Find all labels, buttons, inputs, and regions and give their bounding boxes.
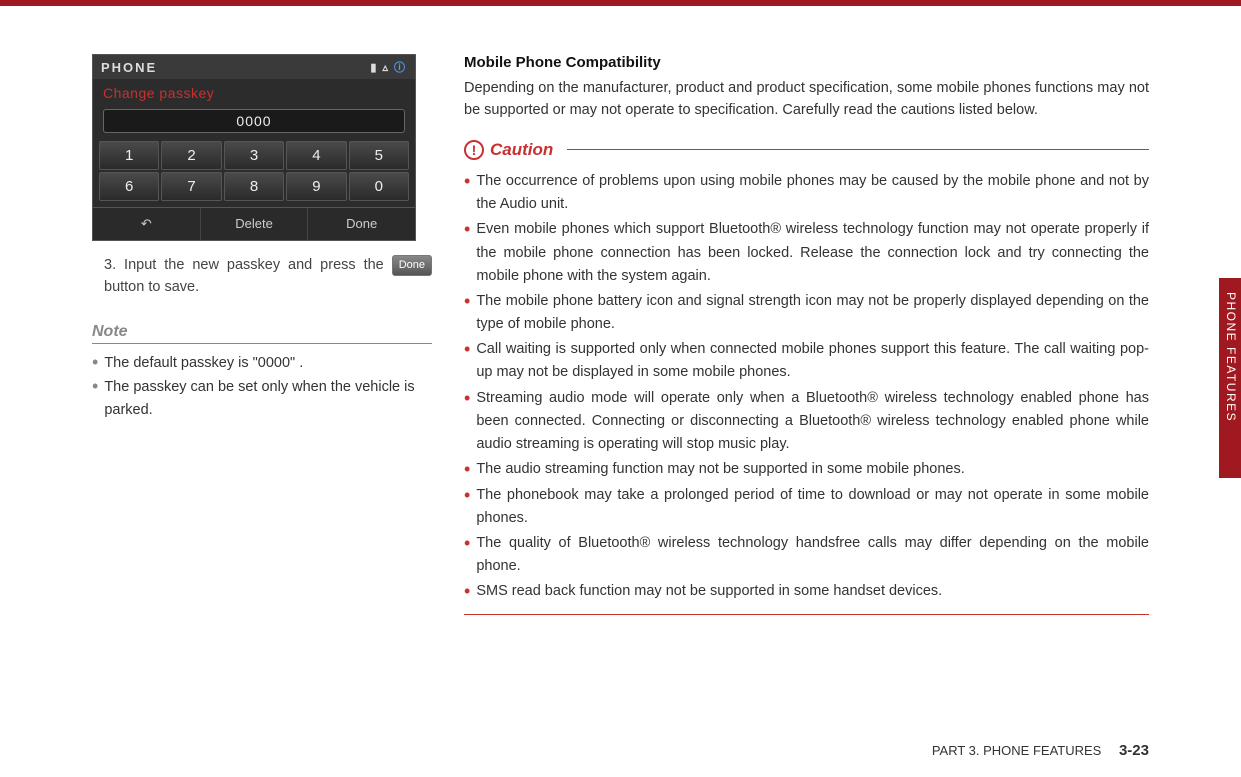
caution-item: • SMS read back function may not be suppo… xyxy=(464,580,1149,603)
signal-icon: ▵ xyxy=(382,61,390,74)
side-tab-label: PHONE FEATURES xyxy=(1224,292,1238,422)
section-title: Mobile Phone Compatibility xyxy=(464,54,1149,71)
step-text-b: button to save. xyxy=(104,279,199,295)
step-text-a: Input the new passkey and press the xyxy=(124,257,392,273)
page-footer: PART 3. PHONE FEATURES 3-23 xyxy=(932,742,1149,759)
caution-list: •The occurrence of problems upon using m… xyxy=(464,170,1149,615)
caution-heading: ! Caution xyxy=(464,140,1149,160)
caution-icon: ! xyxy=(464,140,484,160)
caution-text: The audio streaming function may not be … xyxy=(476,458,964,481)
done-button[interactable]: Done xyxy=(308,208,415,240)
note-list: • The default passkey is "0000" . • The … xyxy=(92,352,432,421)
caution-item: •The quality of Bluetooth® wireless tech… xyxy=(464,532,1149,578)
phone-subtitle: Change passkey xyxy=(93,79,415,109)
key-3[interactable]: 3 xyxy=(224,141,284,170)
caution-text: The occurrence of problems upon using mo… xyxy=(476,170,1149,216)
key-8[interactable]: 8 xyxy=(224,172,284,201)
note-heading: Note xyxy=(92,323,432,344)
bullet-dot: • xyxy=(92,376,98,421)
bullet-dot: • xyxy=(464,458,470,481)
note-item: • The default passkey is "0000" . xyxy=(92,352,432,374)
footer-part: PART 3. PHONE FEATURES xyxy=(932,743,1102,758)
key-6[interactable]: 6 xyxy=(99,172,159,201)
caution-item: •The phonebook may take a prolonged peri… xyxy=(464,484,1149,530)
passkey-field[interactable]: 0000 xyxy=(103,109,405,133)
key-9[interactable]: 9 xyxy=(286,172,346,201)
caution-text: The phonebook may take a prolonged perio… xyxy=(476,484,1149,530)
key-4[interactable]: 4 xyxy=(286,141,346,170)
page-content: PHONE ▮ ▵ ⓘ Change passkey 0000 1 2 3 4 … xyxy=(0,6,1241,615)
footer-page: 3-23 xyxy=(1119,742,1149,759)
caution-text: SMS read back function may not be suppor… xyxy=(476,580,942,603)
bullet-dot: • xyxy=(464,484,470,530)
bullet-dot: • xyxy=(464,338,470,384)
phone-bottom-bar: ↶ Delete Done xyxy=(93,207,415,240)
caution-item: •The mobile phone battery icon and signa… xyxy=(464,290,1149,336)
caution-item: •Streaming audio mode will operate only … xyxy=(464,387,1149,457)
left-column: PHONE ▮ ▵ ⓘ Change passkey 0000 1 2 3 4 … xyxy=(92,54,432,615)
back-button[interactable]: ↶ xyxy=(93,208,201,240)
battery-icon: ▮ xyxy=(370,61,378,74)
step-instruction: 3. Input the new passkey and press the D… xyxy=(92,255,432,299)
caution-text: Even mobile phones which support Bluetoo… xyxy=(476,218,1149,288)
caution-text: The quality of Bluetooth® wireless techn… xyxy=(476,532,1149,578)
step-number: 3. xyxy=(104,257,116,273)
right-column: Mobile Phone Compatibility Depending on … xyxy=(464,54,1149,615)
note-text: The default passkey is "0000" . xyxy=(104,352,303,374)
bullet-dot: • xyxy=(464,290,470,336)
key-5[interactable]: 5 xyxy=(349,141,409,170)
bullet-dot: • xyxy=(464,532,470,578)
phone-status-icons: ▮ ▵ ⓘ xyxy=(370,59,407,75)
caution-item: • The audio streaming function may not be… xyxy=(464,458,1149,481)
bullet-dot: • xyxy=(464,387,470,457)
keypad: 1 2 3 4 5 6 7 8 9 0 xyxy=(93,141,415,207)
key-2[interactable]: 2 xyxy=(161,141,221,170)
caution-item: •The occurrence of problems upon using m… xyxy=(464,170,1149,216)
caution-text: Streaming audio mode will operate only w… xyxy=(476,387,1149,457)
bullet-dot: • xyxy=(464,218,470,288)
key-1[interactable]: 1 xyxy=(99,141,159,170)
note-text: The passkey can be set only when the veh… xyxy=(104,376,432,421)
delete-button[interactable]: Delete xyxy=(201,208,309,240)
bullet-dot: • xyxy=(92,352,98,374)
section-intro: Depending on the manufacturer, product a… xyxy=(464,77,1149,122)
phone-status-bar: PHONE ▮ ▵ ⓘ xyxy=(93,55,415,79)
bullet-dot: • xyxy=(464,580,470,603)
caution-label: Caution xyxy=(490,140,553,160)
key-7[interactable]: 7 xyxy=(161,172,221,201)
caution-text: Call waiting is supported only when conn… xyxy=(476,338,1149,384)
key-0[interactable]: 0 xyxy=(349,172,409,201)
bullet-dot: • xyxy=(464,170,470,216)
caution-rule xyxy=(567,149,1149,150)
caution-item: •Even mobile phones which support Blueto… xyxy=(464,218,1149,288)
bluetooth-icon: ⓘ xyxy=(394,59,407,75)
phone-title: PHONE xyxy=(101,60,157,75)
note-item: • The passkey can be set only when the v… xyxy=(92,376,432,421)
caution-item: •Call waiting is supported only when con… xyxy=(464,338,1149,384)
phone-screenshot: PHONE ▮ ▵ ⓘ Change passkey 0000 1 2 3 4 … xyxy=(92,54,416,241)
done-inline-button: Done xyxy=(392,255,432,276)
caution-text: The mobile phone battery icon and signal… xyxy=(476,290,1149,336)
